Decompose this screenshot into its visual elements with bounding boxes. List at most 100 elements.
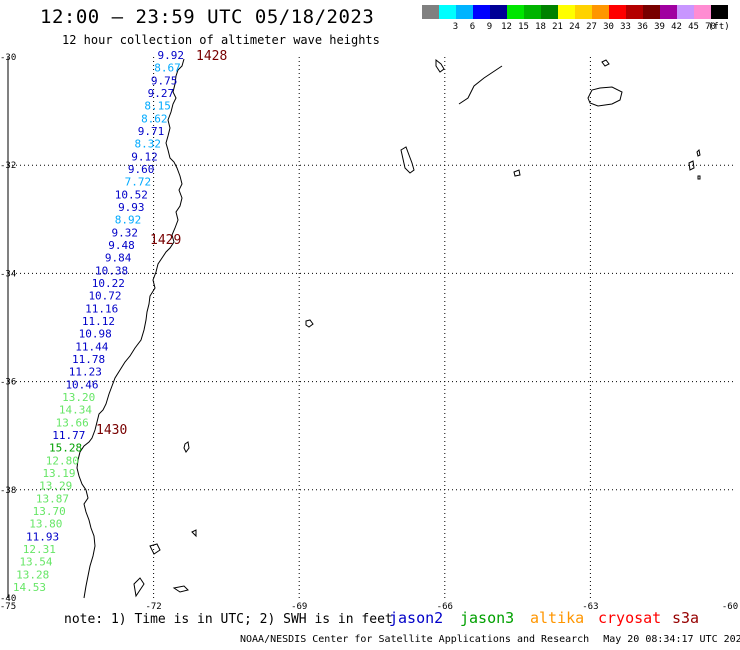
satellite-altika: altika (530, 609, 585, 627)
wave-height-reading: 9.75 (151, 74, 178, 87)
wave-height-reading: 11.16 (85, 302, 118, 315)
wave-height-reading: 9.27 (148, 87, 175, 100)
scale-label: 9 (486, 22, 493, 32)
scale-label: 27 (586, 22, 597, 32)
wave-height-reading: 15.28 (49, 442, 82, 455)
wave-height-reading: 10.52 (115, 188, 148, 201)
wave-height-reading: 9.71 (138, 125, 165, 138)
wave-height-reading: 10.98 (79, 328, 112, 341)
wave-height-reading: 10.22 (92, 277, 125, 290)
generated-timestamp: May 20 08:34:17 UTC 2023 (603, 634, 740, 645)
wave-height-map: 1428 1429 1430 9.928.679.759.278.158.629.7… (0, 49, 738, 610)
island-5 (601, 59, 610, 67)
scale-label: 36 (637, 22, 648, 32)
scale-swatch (507, 5, 524, 19)
wave-height-reading: 8.62 (141, 112, 168, 125)
longitude-tick-label: -69 (291, 602, 307, 610)
wave-height-reading: 10.72 (88, 290, 121, 303)
wave-height-reading: 13.20 (62, 391, 95, 404)
wave-height-reading: 12.31 (23, 543, 56, 556)
scale-swatch (422, 5, 439, 19)
scale-label: 21 (552, 22, 563, 32)
wave-height-reading: 14.34 (59, 404, 92, 417)
latitude-tick-label: -32 (0, 161, 16, 171)
scale-label: 6 (469, 22, 476, 32)
latitude-tick-label: -30 (0, 53, 16, 63)
scale-swatch (524, 5, 541, 19)
wave-height-reading: 11.93 (26, 530, 59, 543)
scale-swatch (456, 5, 473, 19)
longitude-tick-label: -66 (437, 602, 453, 610)
scale-swatch (694, 5, 711, 19)
scale-swatch (711, 5, 728, 19)
credit-text: NOAA/NESDIS Center for Satellite Applica… (240, 634, 590, 645)
chart-subtitle: 12 hour collection of altimeter wave hei… (62, 33, 380, 47)
chart-title: 12:00 – 23:59 UTC 05/18/2023 (40, 6, 375, 28)
wave-height-reading: 11.78 (72, 353, 105, 366)
scale-label: 45 (688, 22, 699, 32)
wave-height-readings: 9.928.679.759.278.158.629.718.329.129.60… (13, 49, 184, 594)
wave-height-reading: 8.67 (154, 62, 181, 75)
axis-tick-labels: -75 -72 -69 -66 -63 -60 -30 -32 -34 -36 -38 -40 (0, 53, 738, 610)
wave-height-reading: 13.28 (16, 568, 49, 581)
graticule (8, 57, 736, 598)
scale-swatch (439, 5, 456, 19)
latitude-tick-label: -36 (0, 378, 16, 388)
wave-height-reading: 11.12 (82, 315, 115, 328)
island-6 (400, 146, 415, 174)
scale-label: 15 (518, 22, 529, 32)
wave-height-reading: 11.44 (75, 340, 108, 353)
satellite-jason3: jason3 (460, 609, 515, 627)
scale-label: 39 (654, 22, 665, 32)
latitude-tick-label: -38 (0, 486, 16, 496)
wave-height-reading: 13.54 (19, 556, 52, 569)
wave-height-reading: 10.46 (65, 378, 98, 391)
scale-label: 42 (671, 22, 682, 32)
scale-label: 18 (535, 22, 546, 32)
wave-height-reading: 7.72 (125, 176, 152, 189)
scale-label: 3 (452, 22, 459, 32)
scale-label: 30 (603, 22, 614, 32)
island-13 (133, 577, 145, 598)
island-14 (172, 585, 189, 593)
satellite-cryosat: cryosat (598, 609, 662, 627)
wave-height-reading: 9.48 (108, 239, 135, 252)
pass-time-label: 1429 (150, 233, 181, 248)
wave-height-reading: 9.12 (131, 150, 158, 163)
scale-swatch (541, 5, 558, 19)
pass-time-label: 1430 (96, 423, 127, 438)
coast-fragment-1 (458, 65, 503, 105)
longitude-tick-label: -75 (0, 602, 16, 610)
scale-label: 24 (569, 22, 580, 32)
island-12 (191, 529, 197, 538)
wave-height-reading: 13.29 (39, 480, 72, 493)
wave-height-reading: 14.53 (13, 581, 46, 594)
scale-label: 70 (705, 22, 716, 32)
wave-height-reading: 10.38 (95, 264, 128, 277)
scale-swatch (575, 5, 592, 19)
longitude-tick-label: -63 (582, 602, 598, 610)
credit-line: NOAA/NESDIS Center for Satellite Applica… (240, 634, 740, 645)
latitude-tick-label: -40 (0, 594, 16, 604)
wave-height-reading: 11.77 (52, 429, 85, 442)
wave-height-reading: 9.84 (105, 252, 132, 265)
coastline (76, 58, 701, 599)
longitude-tick-label: -72 (145, 602, 161, 610)
scale-label: 12 (501, 22, 512, 32)
longitude-tick-label: -60 (722, 602, 738, 610)
wave-height-reading: 8.32 (135, 138, 162, 151)
wave-height-reading: 13.87 (36, 492, 69, 505)
scale-swatch (677, 5, 694, 19)
scale-label: 33 (620, 22, 631, 32)
island-2 (183, 441, 190, 453)
pass-time-labels: 1428 1429 1430 (96, 49, 227, 438)
wave-height-reading: 8.92 (115, 214, 142, 227)
units-note: note: 1) Time is in UTC; 2) SWH is in fe… (64, 612, 393, 627)
wave-height-reading: 8.15 (144, 100, 171, 113)
wave-height-reading: 13.19 (42, 467, 75, 480)
scale-swatch (592, 5, 609, 19)
island-4 (587, 86, 623, 107)
island-1 (305, 319, 314, 328)
wave-height-reading: 9.92 (158, 49, 185, 62)
scale-swatch (490, 5, 507, 19)
